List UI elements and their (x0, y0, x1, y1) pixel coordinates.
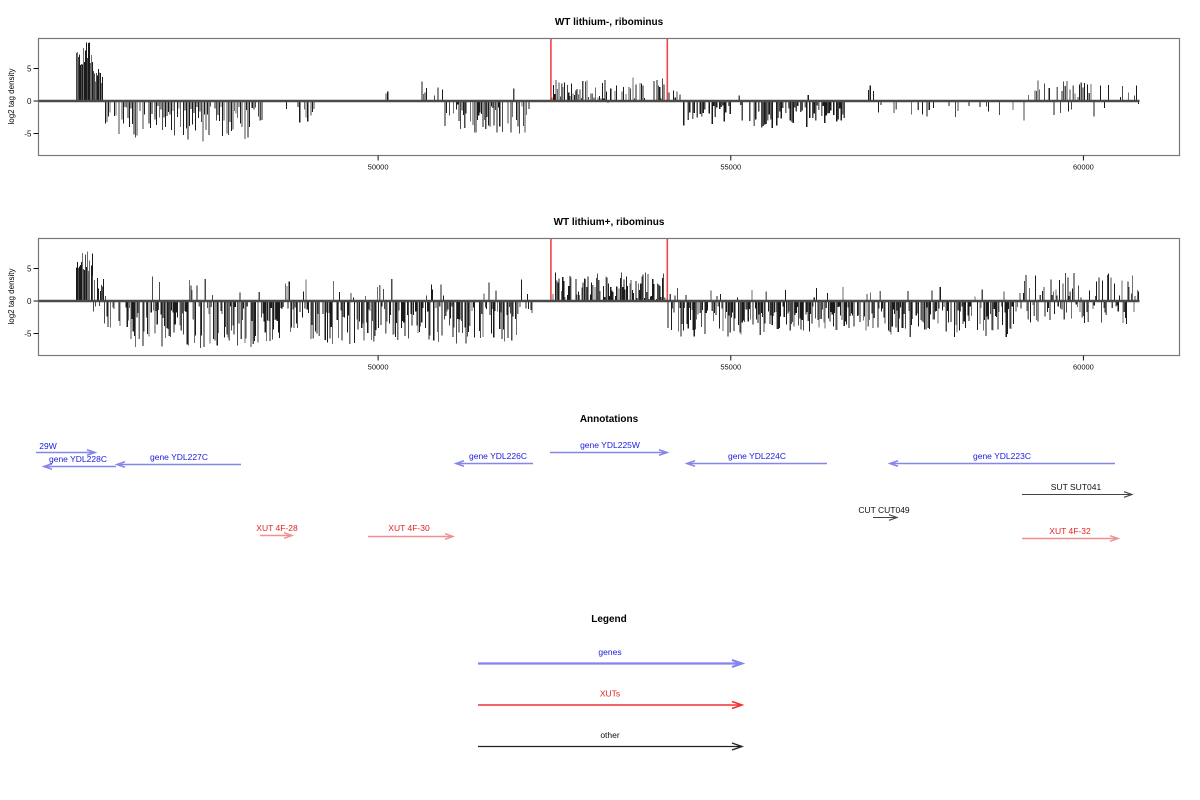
legend-other-head (731, 742, 744, 751)
gene-annotation-head (887, 459, 899, 468)
gene-annotation-head (658, 448, 670, 457)
legend-gene-label: genes (598, 647, 621, 657)
annotations-track: 29W gene YDL228C gene YDL227C gene YDL226C g… (36, 440, 1134, 542)
x-tick-label: 55000 (720, 363, 741, 372)
panel-bottom-ylabel: log2 tag density (7, 268, 16, 324)
legend-track: genes XUTs other (478, 647, 746, 751)
x-tick-label: 50000 (368, 163, 389, 172)
x-tick-label: 60000 (1073, 163, 1094, 172)
xut-annotation-head (444, 533, 456, 540)
y-tick-label: -5 (24, 329, 32, 338)
gene-annotation-label: gene YDL225W (580, 440, 640, 450)
x-tick-label: 60000 (1073, 363, 1094, 372)
panel-top-ylabel: log2 tag density (7, 68, 16, 124)
gene-annotation-head (684, 459, 696, 468)
density-panel-top: 5 0 -5 50000 55000 60000 (24, 37, 1181, 172)
gene-annotation-label: gene YDL226C (469, 451, 527, 461)
panel-bottom-title: WT lithium+, ribominus (554, 217, 665, 228)
legend-title: Legend (591, 614, 627, 625)
legend-xut-head (731, 700, 745, 710)
gene-annotation-label: gene YDL223C (973, 451, 1031, 461)
gene-annotation-head (453, 459, 465, 468)
gene-annotation-head (86, 448, 98, 457)
x-tick-label: 50000 (368, 363, 389, 372)
legend-xut-label: XUTs (600, 689, 620, 699)
other-annotation-label: SUT SUT041 (1051, 482, 1102, 492)
gene-annotation-head (114, 460, 126, 469)
xut-annotation-label: XUT 4F-32 (1049, 526, 1091, 536)
plot-border (37, 237, 1181, 357)
legend-other-label: other (600, 730, 620, 740)
bars-group (75, 42, 1139, 142)
annotations-title: Annotations (580, 414, 639, 425)
other-annotation-label: CUT CUT049 (858, 505, 910, 515)
panel-top-title: WT lithium-, ribominus (555, 17, 664, 28)
xut-annotation-head (1109, 535, 1121, 542)
xut-annotation-label: XUT 4F-30 (388, 523, 430, 533)
y-tick-label: 0 (27, 297, 32, 306)
other-annotation-head (1123, 491, 1134, 498)
plot-border (37, 37, 1181, 157)
x-tick-label: 55000 (720, 163, 741, 172)
xut-annotation-label: XUT 4F-28 (256, 523, 298, 533)
gene-annotation-head (41, 462, 53, 471)
gene-annotation-label: gene YDL224C (728, 451, 786, 461)
y-tick-label: -5 (24, 129, 32, 138)
gene-annotation-label: 29W (39, 441, 56, 451)
other-annotation-head (888, 514, 899, 521)
gene-annotation-label: gene YDL228C (49, 454, 107, 464)
y-tick-label: 5 (27, 264, 32, 273)
y-tick-label: 0 (27, 97, 32, 106)
y-tick-label: 5 (27, 64, 32, 73)
legend-gene-head (731, 658, 746, 669)
gene-annotation-label: gene YDL227C (150, 452, 208, 462)
xut-annotation-head (283, 532, 295, 539)
bars-group (75, 251, 1140, 348)
density-panel-bottom: 5 0 -5 50000 55000 60000 (24, 237, 1181, 372)
